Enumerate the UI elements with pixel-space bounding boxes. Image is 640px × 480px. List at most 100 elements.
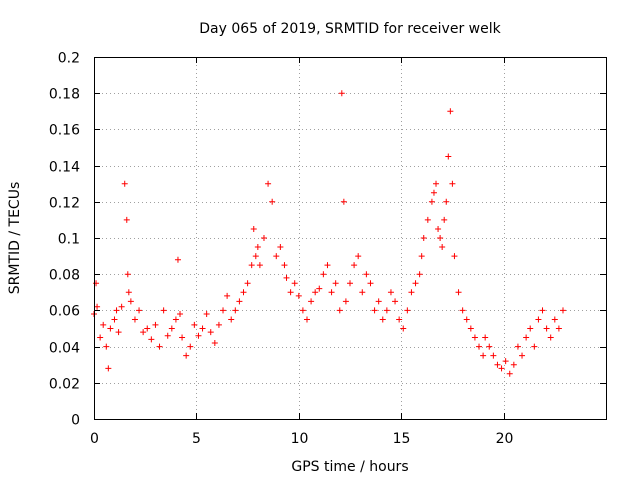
data-point [498,365,505,372]
data-point [467,325,474,332]
data-point [424,216,431,223]
data-point [273,253,280,260]
data-point [375,298,382,305]
data-point [531,343,538,350]
y-tick-label: 0.2 [58,51,80,67]
data-point [351,262,358,269]
data-point [191,321,198,328]
data-point [179,334,186,341]
data-point [252,253,259,260]
data-point [127,298,134,305]
data-point [447,108,454,115]
data-point [291,280,298,287]
data-point [408,289,415,296]
data-point [383,307,390,314]
data-point [471,334,478,341]
data-point [260,235,267,241]
data-point [174,256,181,263]
chart-title: Day 065 of 2019, SRMTID for receiver wel… [199,21,501,37]
data-point [490,352,497,359]
y-tick-label: 0.14 [49,160,80,176]
data-point [547,334,554,341]
data-point [347,280,353,287]
y-tick-label: 0.16 [49,123,80,139]
data-point [412,280,419,287]
y-tick-label: 0.06 [49,304,80,320]
grid-lines [94,57,606,420]
data-point [486,343,493,350]
data-point [107,325,114,332]
x-tick-label: 20 [496,431,514,447]
data-point [535,316,542,323]
data-point [355,253,362,260]
data-point [340,198,347,205]
data-point [480,352,487,359]
data-point [94,303,101,310]
data-point [502,358,509,365]
data-point [328,289,335,296]
data-point [232,307,239,314]
data-point [379,316,386,323]
data-point [228,316,235,323]
data-point [418,253,425,260]
y-axis-label: SRMTID / TECUs [7,182,23,295]
data-point [121,180,128,187]
data-point [510,361,517,368]
y-tick-label: 0.02 [49,377,80,393]
data-point [283,274,290,281]
data-point [97,334,104,341]
data-point [359,289,366,296]
data-point [338,90,345,97]
data-point [215,321,222,328]
data-point [459,307,466,314]
data-point [367,280,374,287]
y-tick-label: 0.08 [49,268,80,284]
data-point [363,271,370,278]
data-point [506,370,513,377]
data-point [115,329,122,336]
data-point [277,244,284,251]
data-point [287,289,294,296]
data-point [207,329,214,336]
y-tick-labels: 0 0.02 0.04 0.06 0.08 0.1 0.12 0.14 0.16 0.18 0.2 [49,51,80,429]
data-point [342,298,349,305]
data-point [396,316,403,323]
x-tick-label: 10 [291,431,309,447]
data-point [435,225,442,232]
data-point [299,307,306,314]
data-point [519,352,526,359]
data-point [160,307,167,314]
axis-ticks [94,57,606,420]
data-point [248,262,255,269]
data-point [463,316,470,323]
data-point [240,289,247,296]
data-point [250,225,257,232]
x-tick-label: 5 [192,431,201,447]
data-point [125,289,132,296]
data-point [482,334,489,341]
data-point [539,307,546,314]
data-point [439,244,446,251]
data-point [420,235,427,241]
data-point [100,321,107,328]
data-point [183,352,190,359]
data-point [123,216,130,223]
data-point [320,271,327,278]
data-point [476,343,483,350]
data-point [211,339,218,346]
data-point [404,307,411,314]
y-tick-label: 0.12 [49,196,80,212]
data-point [451,253,458,260]
x-tick-label: 0 [90,431,99,447]
data-point [303,316,310,323]
data-point [136,307,143,314]
data-point [514,343,521,350]
data-point [244,280,251,287]
data-point [124,271,131,278]
data-point [220,307,227,314]
data-point [441,216,448,223]
data-point [437,235,444,241]
data-point [455,289,462,296]
x-tick-labels: 0 5 10 15 20 [90,431,513,447]
